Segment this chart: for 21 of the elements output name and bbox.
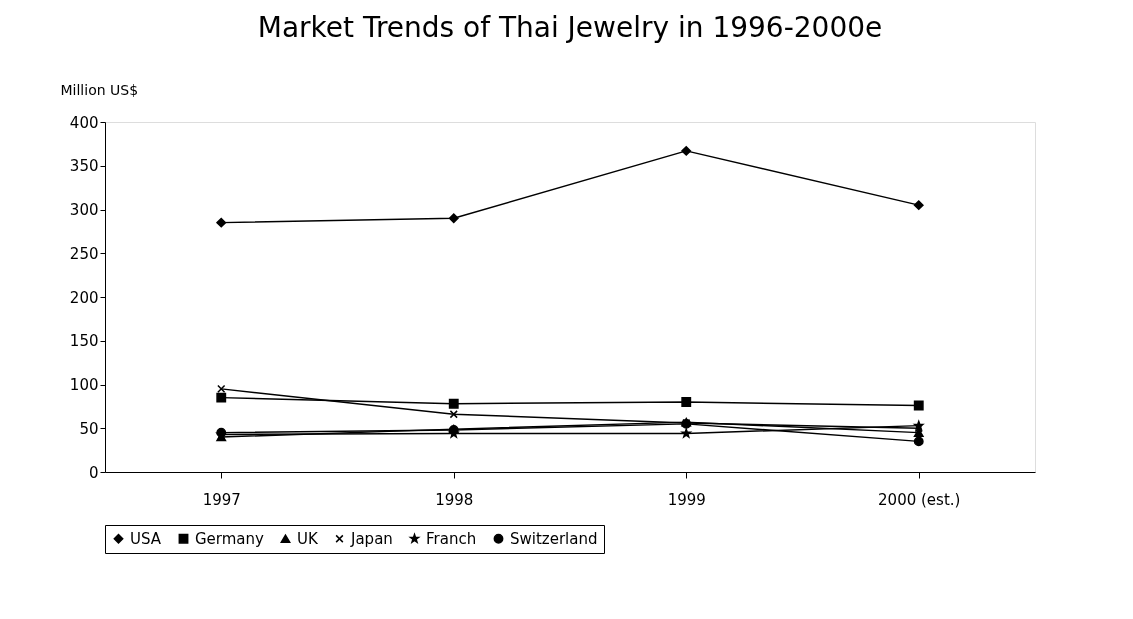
- y-tick-label: 350: [69, 157, 99, 176]
- x-tick-label: 1999: [667, 490, 706, 509]
- legend-label: USA: [130, 529, 162, 548]
- y-tick-label: 300: [69, 201, 99, 219]
- y-tick-label: 250: [69, 244, 99, 263]
- y-tick-label: 50: [79, 419, 99, 438]
- y-tick-label: 200: [69, 288, 99, 307]
- x-tick-label: 1998: [435, 490, 474, 509]
- legend-label: Germany: [195, 529, 265, 548]
- y-tick-label: 150: [69, 332, 99, 351]
- x-tick-label: 1997: [202, 490, 241, 509]
- y-tick-label: 100: [69, 376, 99, 394]
- legend-label: Japan: [350, 529, 393, 548]
- y-tick-label: 400: [69, 113, 99, 132]
- y-tick-label: 0: [88, 463, 99, 482]
- chart-title: Market Trends of Thai Jewelry in 1996-2000e: [257, 11, 883, 44]
- legend-label: Switzerland: [510, 529, 598, 548]
- legend-label: Franch: [426, 529, 477, 548]
- legend-label: UK: [297, 529, 319, 548]
- x-tick-label: 2000 (est.): [878, 490, 961, 509]
- y-axis-title: Million US$: [60, 81, 139, 98]
